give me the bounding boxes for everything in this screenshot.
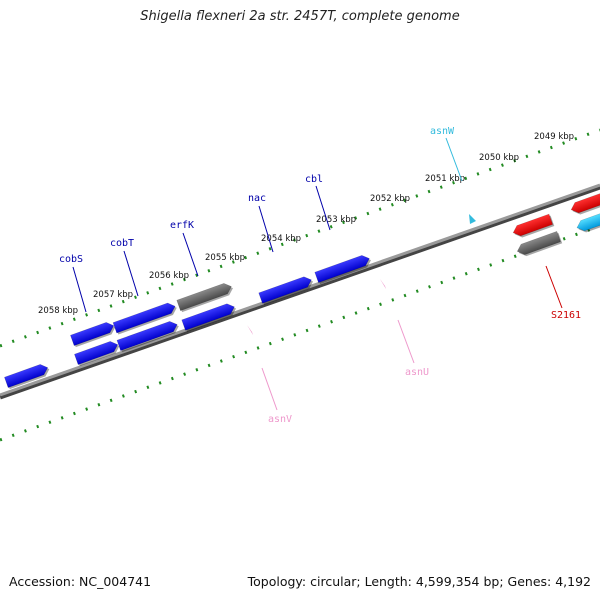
tick-label-2: 2056 kbp	[149, 271, 189, 281]
tick-label-8: 2050 kbp	[479, 153, 519, 163]
trna-marker-asnW	[469, 214, 476, 224]
backbone	[0, 183, 600, 397]
topology-text: Topology: circular; Length: 4,599,354 bp…	[247, 574, 591, 589]
gene-label-S2161: S2161	[551, 310, 581, 321]
gene-label-asnV: asnV	[268, 414, 292, 425]
trna-marker-asnU	[380, 279, 386, 289]
leader-line-cbl	[315, 185, 331, 231]
gene-arrow-reverse-3	[576, 210, 600, 233]
leader-line-asnU	[397, 319, 415, 364]
trna-marker-asnV	[247, 325, 253, 335]
gene-arrow-cobT	[112, 302, 177, 335]
tick-label-4: 2054 kbp	[261, 234, 301, 244]
leader-line-asnW	[445, 137, 463, 182]
tick-label-7: 2051 kbp	[425, 174, 465, 184]
leader-line-S2161	[545, 265, 563, 309]
leader-line-nac	[258, 205, 274, 253]
pseudogene-arrow-S2161	[516, 231, 563, 257]
gene-label-cbl: cbl	[305, 174, 323, 185]
gene-label-asnU: asnU	[405, 367, 429, 378]
leader-line-erfK	[182, 232, 199, 277]
gene-arrow-erfK	[181, 303, 237, 332]
tick-label-6: 2052 kbp	[370, 194, 410, 204]
gene-arrow-nac	[258, 276, 314, 305]
gene-arrow-reverse-1	[512, 213, 555, 238]
feature-layer	[4, 190, 600, 390]
gene-label-cobT: cobT	[110, 238, 134, 249]
gene-arrow-cobT-lower	[116, 321, 179, 353]
gene-label-layer: cobS cobT erfK nac cbl asnW asnU asnV S2161	[59, 126, 581, 425]
tick-layer: 2058 kbp 2057 kbp 2056 kbp 2055 kbp 2054 kbp…	[38, 132, 574, 316]
gene-arrow-cobS-lower	[74, 341, 120, 367]
tick-label-5: 2053 kbp	[316, 215, 356, 225]
tick-label-3: 2055 kbp	[205, 253, 245, 263]
tick-label-9: 2049 kbp	[534, 132, 574, 142]
map-title: Shigella flexneri 2a str. 2457T, complet…	[140, 9, 460, 24]
tick-label-1: 2057 kbp	[93, 290, 133, 300]
leader-line-asnV	[261, 367, 278, 411]
backbone-shadow	[0, 184, 600, 400]
leader-line-cobT	[123, 250, 139, 297]
pseudogene-arrow-erfK	[176, 283, 233, 313]
accession-text: Accession: NC_004741	[9, 574, 152, 589]
leader-line-cobS	[72, 266, 87, 313]
gene-label-nac: nac	[248, 193, 266, 204]
gene-arrow-cobS	[70, 322, 116, 348]
tick-label-0: 2058 kbp	[38, 306, 78, 316]
gene-arrow-cbl	[314, 255, 371, 285]
gene-label-asnW: asnW	[430, 126, 455, 137]
gene-arrow-reverse-2	[570, 190, 600, 215]
gene-label-erfK: erfK	[170, 220, 194, 231]
gene-arrow-left-edge	[4, 364, 50, 390]
gene-label-cobS: cobS	[59, 254, 83, 265]
